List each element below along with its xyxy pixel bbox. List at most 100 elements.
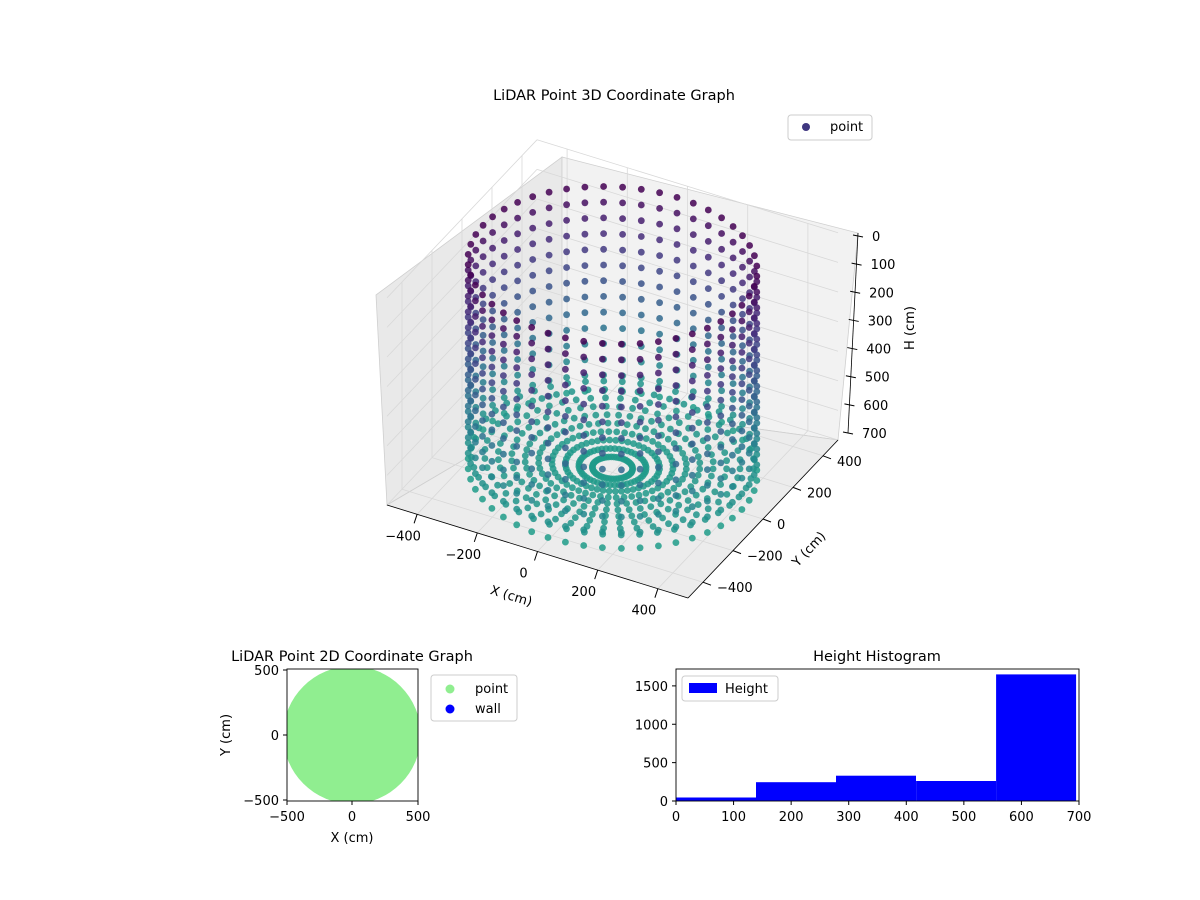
- point-3d: [604, 493, 612, 501]
- point-3d: [464, 324, 472, 331]
- point-3d: [689, 215, 697, 223]
- point-3d: [464, 276, 472, 284]
- point-3d: [581, 293, 589, 301]
- point-3d: [563, 185, 570, 193]
- point-3d: [528, 481, 536, 488]
- point-3d: [704, 497, 711, 505]
- point-3d: [672, 445, 680, 452]
- point-3d: [631, 396, 639, 404]
- point-3d: [699, 485, 707, 493]
- point-3d: [729, 467, 736, 475]
- point-3d: [655, 542, 662, 550]
- point-3d: [529, 256, 537, 263]
- point-3d: [514, 324, 521, 332]
- point-3d: [636, 513, 644, 520]
- point-3d: [718, 277, 725, 285]
- point-3d: [657, 500, 665, 508]
- point-3d: [472, 423, 479, 430]
- point-3d: [513, 521, 521, 529]
- point-3d: [514, 356, 521, 363]
- point-3d: [739, 373, 746, 381]
- point-3d: [553, 431, 561, 439]
- point-3d: [580, 337, 588, 345]
- point-3d: [704, 403, 711, 411]
- point-3d: [626, 413, 634, 420]
- point-3d: [467, 334, 474, 342]
- point-3d: [673, 407, 680, 415]
- z-tick-label-3d: 600: [863, 399, 888, 414]
- point-3d: [693, 430, 700, 438]
- point-3d: [479, 300, 487, 308]
- point-3d: [729, 348, 737, 356]
- y-tick-label-3d: 400: [837, 455, 862, 470]
- point-3d: [489, 276, 496, 283]
- point-3d: [689, 231, 697, 239]
- point-3d: [464, 308, 472, 316]
- point-3d: [688, 424, 696, 432]
- point-3d: [753, 382, 761, 390]
- point-3d: [589, 491, 597, 499]
- x-ticks-2d: −500 0 500: [269, 801, 430, 825]
- point-3d: [494, 481, 501, 489]
- point-3d: [513, 380, 521, 387]
- y-tick-mark-3d: [702, 581, 712, 586]
- point-3d: [580, 369, 588, 377]
- point-3d: [688, 409, 696, 416]
- point-3d: [751, 252, 758, 260]
- point-3d: [488, 363, 496, 371]
- x-tick-mark-3d: [594, 569, 599, 580]
- point-3d: [500, 435, 507, 442]
- point-3d: [581, 325, 589, 332]
- grid-line: [536, 257, 839, 352]
- point-3d: [535, 454, 543, 462]
- point-3d: [636, 497, 644, 505]
- point-3d: [636, 544, 644, 552]
- y-tick-mark-3d: [762, 518, 772, 523]
- point-3d: [576, 422, 584, 430]
- point-3d: [717, 481, 724, 488]
- x-tick-label-histogram: 200: [779, 810, 804, 825]
- z-tick-label-3d: 0: [872, 230, 880, 245]
- point-3d: [522, 494, 530, 502]
- point-3d: [552, 515, 559, 523]
- point-3d: [545, 251, 553, 259]
- point-3d: [672, 335, 680, 342]
- point-3d: [500, 325, 507, 332]
- point-3d: [745, 496, 753, 504]
- point-3d: [696, 459, 704, 467]
- chart-histogram: Height Histogram 0 100 200 300 400 500 600 700 …: [635, 649, 1092, 825]
- y-tick-mark-3d: [792, 486, 802, 491]
- point-3d: [704, 348, 712, 355]
- point-3d: [500, 513, 507, 521]
- point-3d: [562, 507, 569, 515]
- point-3d: [597, 428, 605, 436]
- point-3d: [545, 283, 553, 290]
- point-3d: [637, 248, 645, 256]
- point-3d: [514, 230, 521, 238]
- point-3d: [606, 436, 613, 444]
- point-3d: [729, 380, 737, 387]
- x-tick-label-histogram: 300: [836, 810, 861, 825]
- point-3d: [580, 502, 588, 510]
- point-3d: [672, 350, 680, 358]
- point-3d: [711, 488, 719, 496]
- point-3d: [553, 410, 561, 417]
- point-3d: [525, 424, 533, 431]
- point-3d: [689, 246, 697, 254]
- point-3d: [464, 386, 472, 394]
- point-3d: [513, 458, 521, 466]
- point-3d: [464, 339, 472, 347]
- point-3d: [696, 465, 704, 473]
- point-3d: [672, 382, 680, 389]
- point-3d: [704, 513, 711, 521]
- point-3d: [704, 316, 712, 324]
- point-3d: [704, 444, 712, 451]
- point-3d: [600, 293, 607, 300]
- chart-3d-title: LiDAR Point 3D Coordinate Graph: [493, 88, 735, 104]
- z-tick-mark-3d: [852, 234, 864, 238]
- point-3d: [564, 406, 572, 414]
- point-3d: [580, 479, 588, 487]
- point-3d: [739, 389, 746, 397]
- point-3d: [562, 397, 569, 405]
- point-3d: [637, 217, 645, 225]
